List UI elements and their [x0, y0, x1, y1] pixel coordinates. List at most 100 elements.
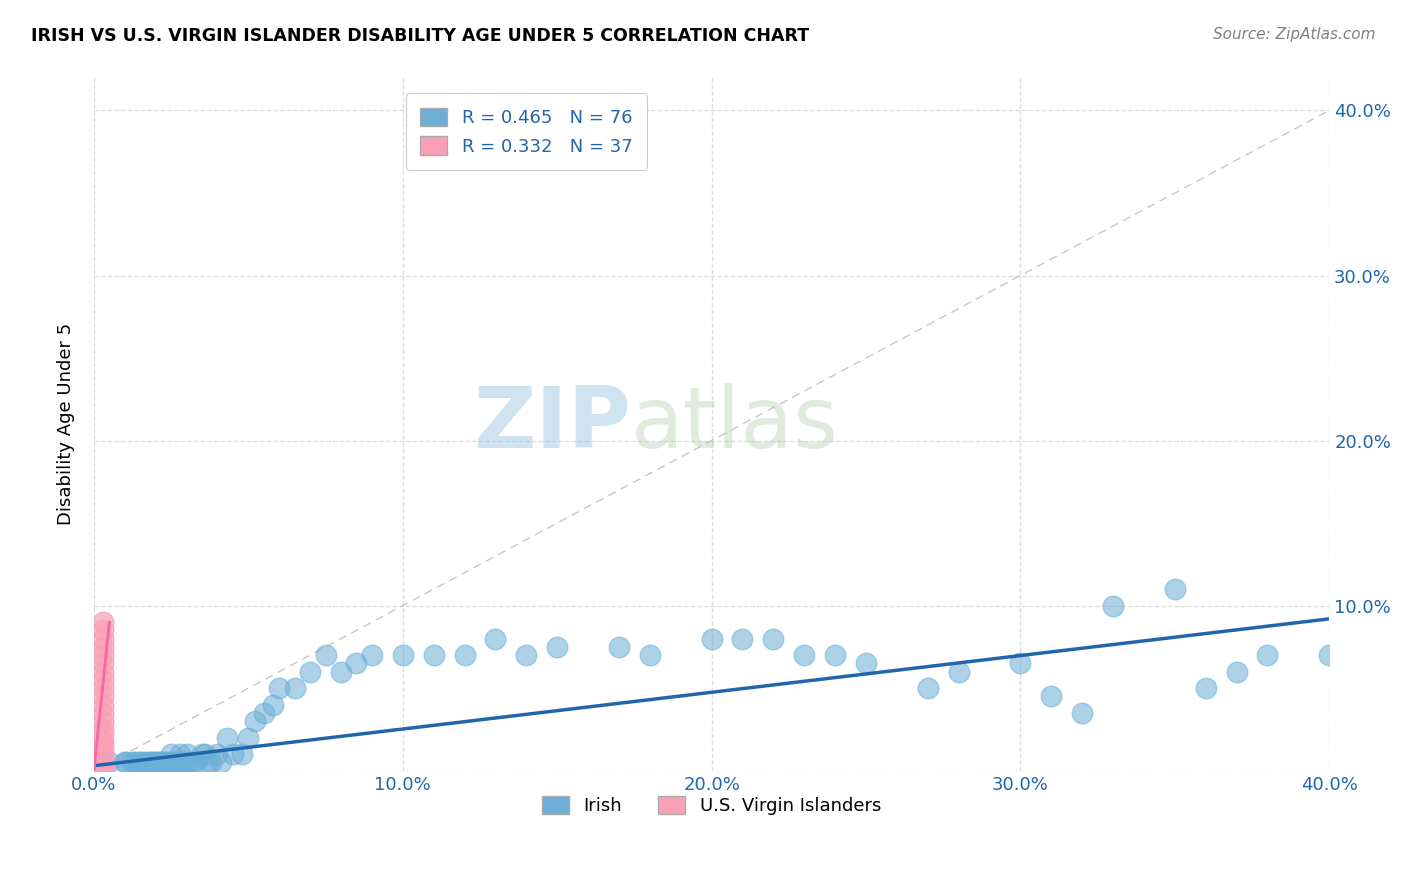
Point: [129, 756, 152, 770]
Legend: Irish, U.S. Virgin Islanders: Irish, U.S. Virgin Islanders: [533, 787, 890, 824]
Point: [173, 756, 195, 770]
Point: [1010, 657, 1032, 671]
Point: [181, 756, 204, 770]
Point: [114, 756, 136, 770]
Point: [91, 739, 114, 753]
Point: [546, 640, 568, 654]
Point: [169, 747, 191, 762]
Point: [91, 750, 114, 764]
Point: [824, 648, 846, 662]
Point: [422, 648, 444, 662]
Point: [330, 665, 353, 679]
Point: [1040, 690, 1063, 704]
Point: [135, 756, 157, 770]
Point: [145, 756, 167, 770]
Point: [120, 756, 142, 770]
Point: [91, 698, 114, 712]
Point: [253, 706, 276, 720]
Point: [91, 758, 114, 772]
Point: [163, 756, 186, 770]
Point: [262, 698, 284, 712]
Point: [855, 657, 877, 671]
Point: [197, 756, 219, 770]
Point: [91, 714, 114, 728]
Point: [91, 727, 114, 741]
Point: [145, 756, 167, 770]
Point: [215, 731, 238, 745]
Point: [91, 640, 114, 654]
Point: [91, 758, 114, 772]
Point: [122, 756, 145, 770]
Point: [948, 665, 970, 679]
Text: Source: ZipAtlas.com: Source: ZipAtlas.com: [1212, 27, 1375, 42]
Point: [129, 756, 152, 770]
Point: [166, 756, 188, 770]
Point: [153, 756, 176, 770]
Point: [179, 756, 201, 770]
Point: [1102, 599, 1125, 613]
Point: [299, 665, 322, 679]
Point: [114, 756, 136, 770]
Point: [148, 756, 170, 770]
Point: [160, 747, 183, 762]
Point: [91, 756, 114, 770]
Point: [191, 747, 214, 762]
Point: [91, 681, 114, 695]
Point: [315, 648, 337, 662]
Point: [91, 632, 114, 646]
Point: [160, 756, 183, 770]
Point: [91, 758, 114, 772]
Point: [200, 756, 222, 770]
Point: [91, 758, 114, 772]
Point: [176, 756, 198, 770]
Point: [222, 747, 245, 762]
Point: [91, 758, 114, 772]
Point: [142, 756, 165, 770]
Point: [194, 747, 217, 762]
Point: [91, 615, 114, 629]
Point: [91, 665, 114, 679]
Point: [391, 648, 413, 662]
Point: [700, 632, 723, 646]
Text: IRISH VS U.S. VIRGIN ISLANDER DISABILITY AGE UNDER 5 CORRELATION CHART: IRISH VS U.S. VIRGIN ISLANDER DISABILITY…: [31, 27, 808, 45]
Point: [346, 657, 368, 671]
Point: [243, 714, 266, 728]
Point: [91, 758, 114, 772]
Point: [91, 734, 114, 748]
Point: [169, 756, 191, 770]
Point: [176, 747, 198, 762]
Point: [157, 756, 180, 770]
Text: ZIP: ZIP: [474, 383, 631, 466]
Point: [91, 648, 114, 662]
Point: [91, 657, 114, 671]
Point: [91, 758, 114, 772]
Point: [917, 681, 939, 695]
Point: [91, 758, 114, 772]
Text: atlas: atlas: [631, 383, 839, 466]
Point: [91, 758, 114, 772]
Point: [1226, 665, 1249, 679]
Point: [515, 648, 537, 662]
Point: [91, 758, 114, 772]
Y-axis label: Disability Age Under 5: Disability Age Under 5: [58, 323, 75, 525]
Point: [731, 632, 754, 646]
Point: [453, 648, 475, 662]
Point: [91, 624, 114, 638]
Point: [91, 758, 114, 772]
Point: [91, 758, 114, 772]
Point: [209, 756, 232, 770]
Point: [138, 756, 160, 770]
Point: [484, 632, 506, 646]
Point: [607, 640, 630, 654]
Point: [91, 706, 114, 720]
Point: [150, 756, 173, 770]
Point: [1195, 681, 1218, 695]
Point: [150, 756, 173, 770]
Point: [91, 723, 114, 737]
Point: [91, 758, 114, 772]
Point: [91, 758, 114, 772]
Point: [284, 681, 307, 695]
Point: [91, 758, 114, 772]
Point: [1317, 648, 1340, 662]
Point: [762, 632, 785, 646]
